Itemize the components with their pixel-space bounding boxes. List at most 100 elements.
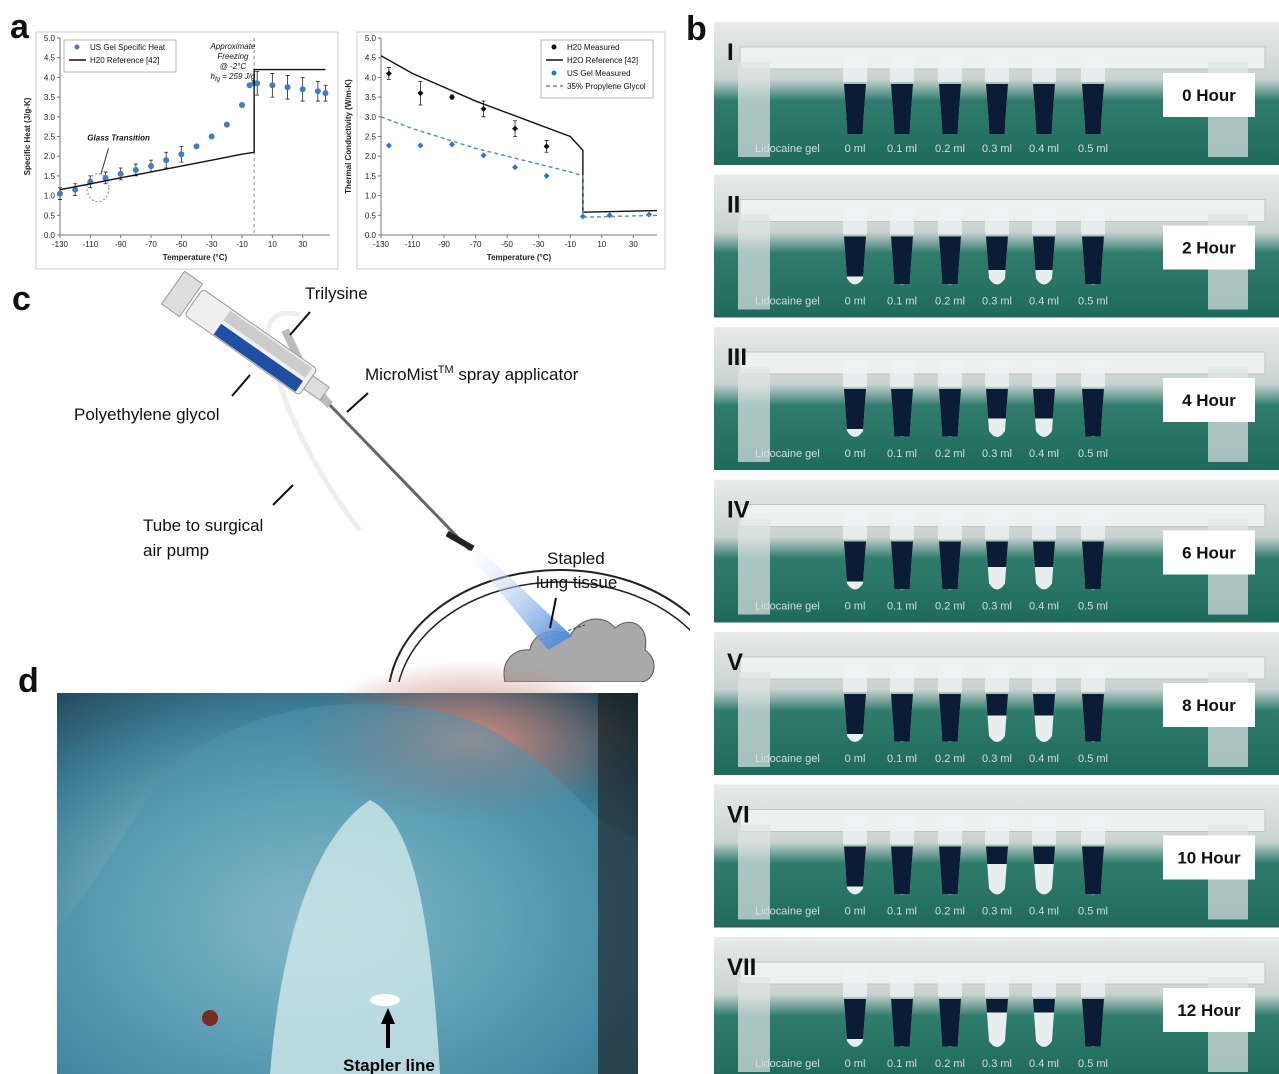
- y-tick-label: 2.5: [365, 133, 377, 142]
- tube-fill: [844, 999, 866, 1039]
- tube-fill: [939, 999, 961, 1047]
- time-box: [1163, 225, 1255, 270]
- tube-label: 0.2 ml: [935, 753, 965, 765]
- point: [193, 143, 200, 150]
- row-numeral: VII: [727, 954, 756, 981]
- time-box: [1163, 378, 1255, 422]
- row-numeral: IV: [727, 497, 750, 524]
- tube-cap: [938, 511, 962, 540]
- tube-fill: [891, 999, 913, 1047]
- tube-fill: [891, 694, 913, 742]
- arrow: [346, 392, 369, 413]
- y-tick-label: 5.0: [44, 34, 56, 43]
- tube-label: 0 ml: [845, 448, 866, 460]
- x-tick-label: -50: [501, 240, 513, 249]
- tube-fill: [844, 84, 866, 134]
- tube-cap: [890, 816, 914, 845]
- y-tick-label: 3.5: [365, 93, 377, 102]
- label: Tube to surgical: [143, 516, 263, 535]
- point: [57, 190, 63, 197]
- point: [178, 151, 185, 158]
- tube-fill: [891, 389, 913, 437]
- tube-fill: [1033, 389, 1055, 419]
- tube-fill: [891, 846, 913, 894]
- time-label: 0 Hour: [1182, 86, 1236, 105]
- tube-fill: [986, 84, 1008, 134]
- x-tick-label: -10: [236, 240, 248, 249]
- tube-cap: [890, 359, 914, 387]
- tube-cap: [890, 664, 914, 692]
- point: [132, 166, 139, 173]
- x-tick-label: 30: [629, 240, 638, 249]
- tube-fill: [891, 236, 913, 284]
- y-tick-label: 2.0: [44, 152, 56, 161]
- tube-label: 0 ml: [845, 296, 866, 308]
- point: [543, 143, 550, 150]
- tube-fill: [1033, 694, 1055, 716]
- tube-fill: [1082, 84, 1104, 134]
- tube-fill: [1033, 84, 1055, 134]
- point: [417, 142, 424, 149]
- point: [385, 142, 392, 149]
- x-tick-label: -110: [405, 240, 421, 249]
- time-box: [1163, 73, 1255, 117]
- label: MicroMist: [365, 365, 438, 384]
- tube-cap: [1032, 816, 1056, 845]
- tube-label: 0 ml: [845, 601, 866, 613]
- tube-label: 0.4 ml: [1029, 448, 1059, 460]
- tube-label: 0.5 ml: [1078, 753, 1108, 765]
- tube-fill: [1082, 236, 1104, 284]
- tube-label: 0 ml: [845, 906, 866, 918]
- tube-label: Lidocaine gel: [755, 296, 820, 308]
- annotation: Freezing: [217, 52, 249, 61]
- tube-cap: [890, 969, 914, 997]
- y-tick-label: 4.0: [44, 73, 56, 82]
- tube-label: 0 ml: [845, 753, 866, 765]
- y-tick-label: 4.0: [365, 73, 377, 82]
- label: Polyethylene glycol: [74, 405, 220, 424]
- tube-cap: [1081, 664, 1105, 692]
- annotation: = 259 J/g: [220, 72, 256, 81]
- x-tick-label: 10: [597, 240, 606, 249]
- rack-leg: [738, 214, 770, 310]
- tube-fill: [844, 389, 866, 429]
- tube-cap: [938, 359, 962, 387]
- y-tick-label: 3.0: [44, 113, 56, 122]
- arrow: [272, 484, 294, 506]
- tube-label: 0.4 ml: [1029, 296, 1059, 308]
- tube-cap: [1081, 359, 1105, 387]
- tube-cap: [938, 206, 962, 235]
- y-tick-label: 0.0: [365, 231, 377, 240]
- tube-label: 0.3 ml: [982, 601, 1012, 613]
- tube-label: 0.5 ml: [1078, 1058, 1108, 1070]
- row-numeral: I: [727, 39, 734, 66]
- rack-leg: [738, 62, 770, 157]
- tube-fill: [939, 84, 961, 134]
- tube-cap: [985, 816, 1009, 845]
- tube-fill: [939, 389, 961, 437]
- y-tick-label: 3.5: [44, 93, 56, 102]
- annotation: Approximate: [209, 42, 255, 51]
- tube-fill: [1082, 389, 1104, 437]
- point: [239, 101, 246, 108]
- legend-swatch: [551, 44, 557, 50]
- point: [284, 84, 291, 91]
- tube-cap: [843, 359, 867, 387]
- tube-fill: [1033, 236, 1055, 270]
- annotation-circle: [86, 173, 110, 203]
- tube-fill: [986, 999, 1008, 1013]
- time-label: 10 Hour: [1177, 849, 1241, 868]
- annotation: h: [211, 72, 216, 81]
- tube-label: Lidocaine gel: [755, 448, 820, 460]
- panel-label: b: [686, 10, 707, 48]
- time-label: 6 Hour: [1182, 544, 1236, 563]
- point: [299, 86, 306, 93]
- point: [163, 157, 170, 164]
- tube-cap: [890, 54, 914, 82]
- tube-label: 0.4 ml: [1029, 1058, 1059, 1070]
- tube-fill: [891, 541, 913, 589]
- tube-fill: [1082, 846, 1104, 894]
- row-numeral: III: [727, 344, 747, 371]
- tube-fill: [939, 236, 961, 284]
